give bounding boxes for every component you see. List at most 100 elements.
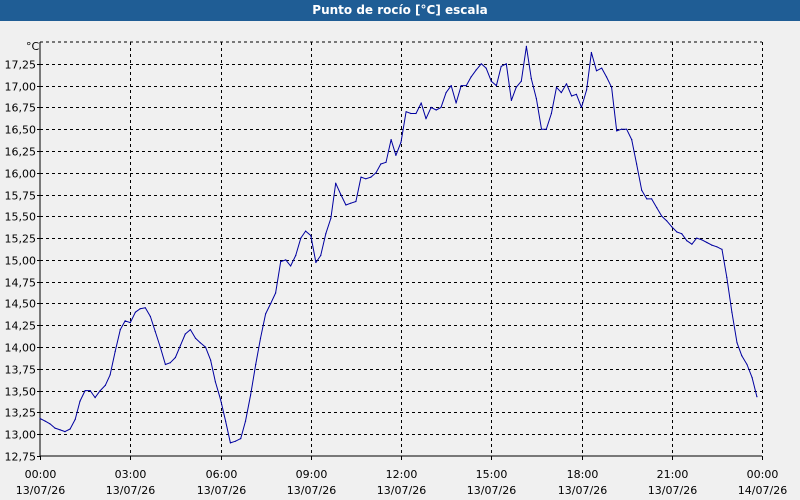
series-group (39, 45, 758, 444)
data-point (390, 139, 392, 141)
x-tick-date-label: 13/07/26 (377, 484, 426, 497)
data-point (661, 215, 663, 217)
data-point (620, 128, 623, 130)
data-point (300, 237, 302, 239)
data-point (631, 139, 633, 141)
data-point (285, 259, 287, 261)
x-tick-time-label: 03:00 (115, 468, 147, 481)
data-point (425, 118, 427, 120)
data-point (666, 220, 668, 222)
data-point (746, 363, 748, 366)
data-point (540, 128, 543, 130)
y-tick-label: 16,75 (5, 102, 37, 115)
data-point (280, 261, 282, 263)
data-point (119, 329, 121, 331)
data-point (535, 98, 538, 100)
y-tick-label: 15,75 (5, 190, 37, 203)
x-tick-date-label: 13/07/26 (287, 484, 336, 497)
data-point (270, 302, 272, 305)
data-point (681, 233, 683, 235)
data-point (656, 207, 658, 209)
data-point (64, 431, 66, 433)
data-point (726, 276, 728, 278)
x-tick-time-label: 00:00 (747, 468, 779, 481)
data-point (636, 163, 638, 165)
data-point (415, 112, 417, 115)
x-tick-date-label: 13/07/26 (558, 484, 607, 497)
y-tick-label: 14,75 (5, 277, 37, 290)
data-point (736, 342, 738, 344)
data-point (54, 427, 56, 429)
x-tick-time-label: 09:00 (296, 468, 328, 481)
y-tick-label: 13,50 (5, 386, 37, 399)
y-tick-label: 14,25 (5, 320, 37, 333)
data-point (490, 80, 492, 82)
data-point (751, 377, 753, 379)
data-point (505, 63, 507, 65)
data-point (530, 78, 532, 80)
data-point (310, 234, 312, 237)
y-tick-label: 15,25 (5, 233, 37, 246)
data-point (595, 70, 598, 72)
data-point (485, 67, 487, 69)
data-point (219, 398, 222, 400)
x-tick-time-label: 12:00 (386, 468, 418, 481)
data-point (194, 337, 197, 339)
data-point (455, 102, 457, 104)
data-point (616, 130, 618, 132)
y-tick-label: 14,00 (5, 342, 37, 355)
data-point (370, 176, 372, 178)
x-tick-date-label: 14/07/26 (738, 484, 787, 497)
data-point (545, 128, 547, 130)
data-point (210, 359, 212, 361)
y-tick-label: 16,00 (5, 168, 37, 181)
x-tick-time-label: 06:00 (206, 468, 238, 481)
data-point (375, 172, 377, 174)
x-tick-date-label: 13/07/26 (197, 484, 246, 497)
y-tick-label: 13,75 (5, 364, 37, 377)
data-point (646, 198, 648, 200)
data-point (255, 363, 257, 366)
data-point (340, 193, 342, 196)
data-point (445, 92, 447, 94)
x-tick-date-label: 13/07/26 (467, 484, 516, 497)
data-point (741, 355, 743, 357)
data-point (199, 342, 201, 344)
data-point (99, 390, 101, 392)
data-point (225, 420, 227, 422)
x-axis-ticks: 00:00 13/07/26 03:00 13/07/26 06:00 13/07/26 0… (16, 456, 787, 497)
y-tick-label: 13,25 (5, 407, 37, 420)
data-point (430, 106, 432, 108)
data-point (179, 344, 182, 346)
data-point (475, 69, 477, 71)
data-point (711, 244, 713, 246)
x-tick-date-label: 13/07/26 (106, 484, 155, 497)
data-point (134, 311, 136, 313)
data-point (275, 292, 277, 294)
data-point (360, 176, 362, 178)
data-point (335, 182, 337, 184)
data-point (149, 315, 151, 318)
data-point (676, 231, 678, 233)
data-point (79, 400, 81, 402)
data-point (520, 80, 522, 82)
data-point (691, 243, 693, 245)
data-point (460, 85, 462, 87)
data-point (575, 93, 578, 95)
data-point (716, 246, 718, 248)
data-point (701, 239, 703, 241)
data-point (114, 350, 116, 352)
data-point (686, 240, 688, 242)
data-point (550, 112, 553, 115)
data-point (74, 418, 76, 420)
data-point (164, 363, 166, 366)
data-point (495, 85, 497, 87)
grid-lines (39, 41, 763, 457)
data-point (470, 76, 472, 78)
chart-title: Punto de rocío [°C] escala (0, 0, 800, 21)
y-tick-label: 13,00 (5, 429, 37, 442)
data-point (124, 320, 126, 322)
data-point (400, 141, 402, 143)
